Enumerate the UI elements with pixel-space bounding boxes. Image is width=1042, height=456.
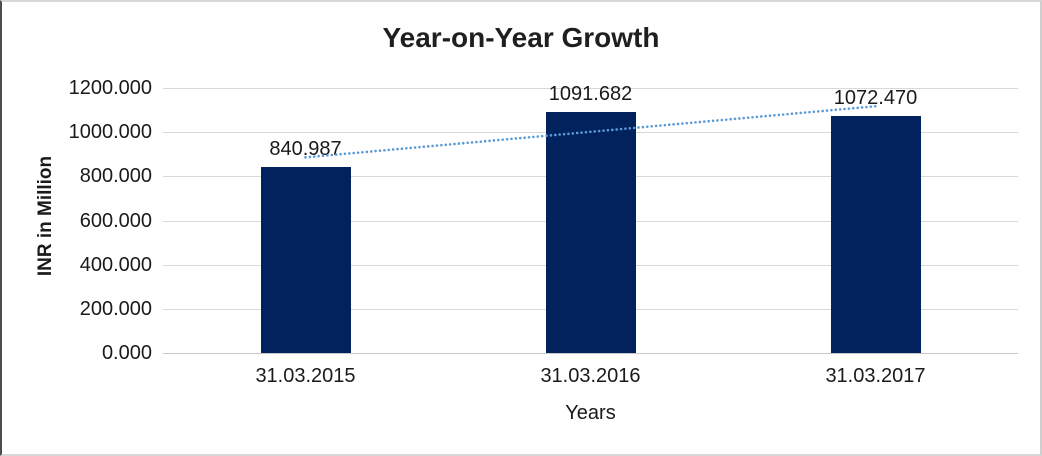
bar-data-label: 1072.470 bbox=[833, 87, 918, 110]
x-tick-label: 31.03.2016 bbox=[540, 365, 641, 387]
bar bbox=[545, 111, 636, 353]
y-tick-label: 1200.000 bbox=[68, 77, 152, 99]
y-tick-label: 400.000 bbox=[79, 253, 152, 276]
y-tick-label: 0.000 bbox=[101, 342, 152, 364]
x-tick-label: 31.03.2015 bbox=[255, 365, 356, 387]
y-tick-label: 1000.000 bbox=[68, 121, 152, 144]
bar-data-label: 840.987 bbox=[269, 138, 342, 161]
x-axis-title: Years bbox=[565, 402, 616, 424]
bar-data-label: 1091.682 bbox=[548, 82, 633, 105]
y-tick-label: 200.000 bbox=[79, 297, 152, 320]
gridline bbox=[163, 88, 1018, 89]
x-tick-label: 31.03.2017 bbox=[825, 365, 926, 387]
y-tick-label: 600.000 bbox=[79, 209, 152, 232]
gridline bbox=[163, 353, 1018, 354]
bar bbox=[830, 116, 921, 353]
bar bbox=[260, 167, 351, 353]
y-tick-label: 800.000 bbox=[79, 165, 152, 188]
chart-title: Year-on-Year Growth bbox=[382, 22, 660, 53]
